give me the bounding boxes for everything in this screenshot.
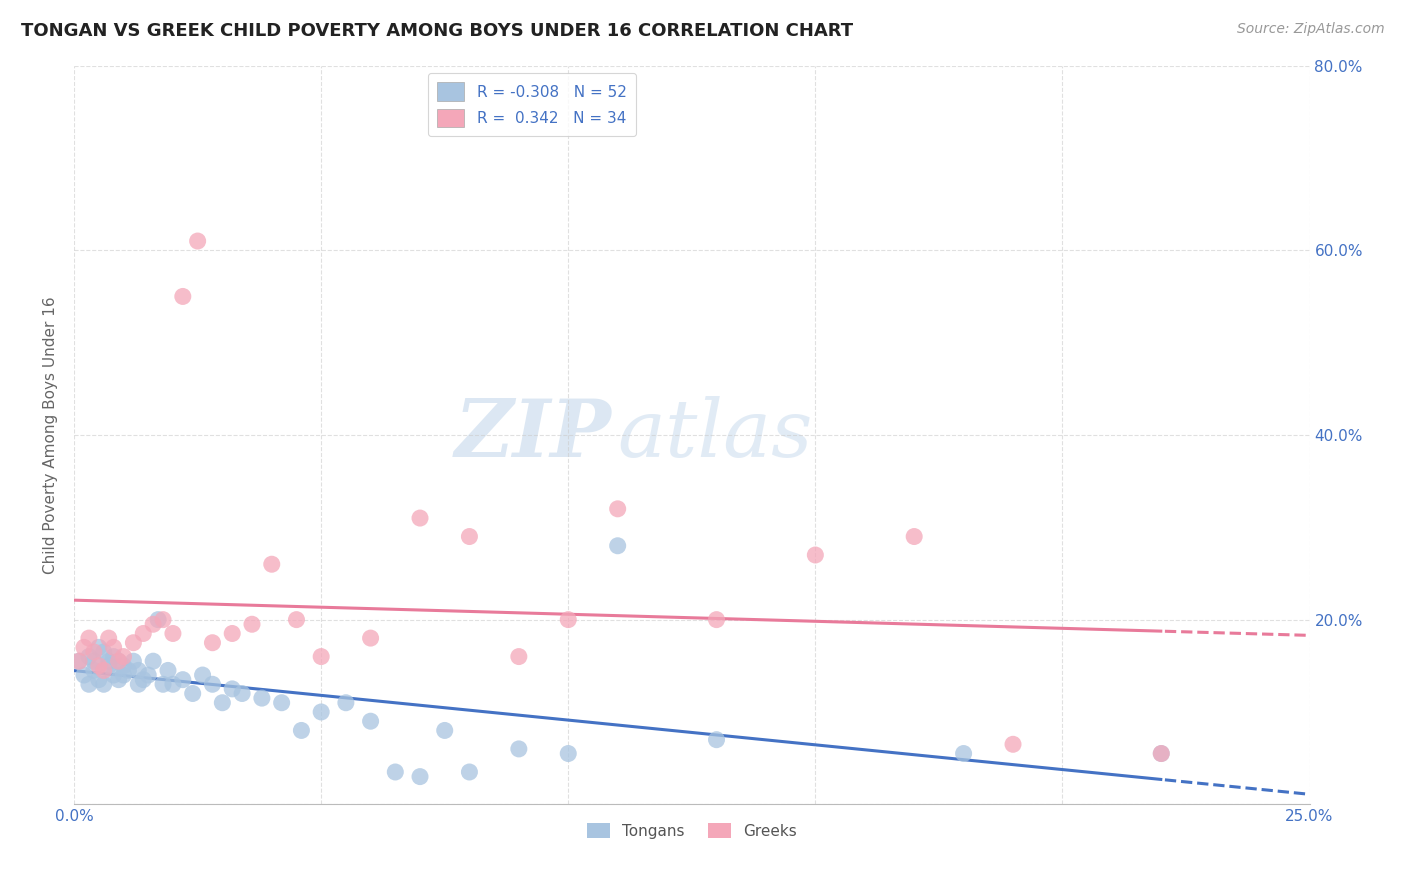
Point [706,613,728,627]
Point [309,649,332,664]
Point [221,626,243,640]
Point [201,677,224,691]
Point [103,640,125,655]
Point [384,764,406,779]
Point [107,654,129,668]
Point [903,529,925,543]
Point [458,529,481,543]
Point [557,747,579,761]
Point [181,686,204,700]
Point [270,696,292,710]
Text: TONGAN VS GREEK CHILD POVERTY AMONG BOYS UNDER 16 CORRELATION CHART: TONGAN VS GREEK CHILD POVERTY AMONG BOYS… [21,22,853,40]
Point [152,613,174,627]
Point [211,696,233,710]
Point [136,668,159,682]
Y-axis label: Child Poverty Among Boys Under 16: Child Poverty Among Boys Under 16 [44,296,58,574]
Point [231,686,253,700]
Point [1150,747,1173,761]
Point [132,626,155,640]
Point [172,673,194,687]
Point [77,631,100,645]
Point [67,654,90,668]
Point [162,626,184,640]
Point [112,649,135,664]
Point [172,289,194,303]
Point [83,645,105,659]
Point [191,668,214,682]
Point [103,668,125,682]
Point [87,673,110,687]
Point [87,640,110,655]
Point [606,501,628,516]
Point [73,640,96,655]
Point [409,511,432,525]
Point [117,664,139,678]
Point [152,677,174,691]
Point [142,654,165,668]
Point [93,677,115,691]
Point [67,654,90,668]
Point [107,673,129,687]
Point [508,649,530,664]
Point [285,613,308,627]
Legend: Tongans, Greeks: Tongans, Greeks [581,816,803,845]
Point [1001,737,1024,751]
Point [97,631,120,645]
Point [83,664,105,678]
Point [83,654,105,668]
Point [146,613,169,627]
Point [260,558,283,572]
Point [97,658,120,673]
Text: ZIP: ZIP [454,396,612,474]
Point [77,677,100,691]
Point [112,658,135,673]
Point [706,732,728,747]
Point [162,677,184,691]
Point [240,617,263,632]
Point [309,705,332,719]
Point [93,645,115,659]
Point [290,723,312,738]
Point [112,668,135,682]
Point [360,714,382,729]
Point [804,548,827,562]
Point [458,764,481,779]
Point [142,617,165,632]
Point [360,631,382,645]
Point [122,636,145,650]
Point [250,691,273,706]
Point [87,658,110,673]
Point [508,742,530,756]
Point [132,673,155,687]
Point [557,613,579,627]
Point [335,696,357,710]
Point [1150,747,1173,761]
Text: atlas: atlas [617,396,813,474]
Point [606,539,628,553]
Point [97,654,120,668]
Point [201,636,224,650]
Point [127,664,149,678]
Point [127,677,149,691]
Point [77,649,100,664]
Point [187,234,209,248]
Point [73,668,96,682]
Point [221,681,243,696]
Point [433,723,456,738]
Point [93,664,115,678]
Point [156,664,179,678]
Point [952,747,974,761]
Point [122,654,145,668]
Text: Source: ZipAtlas.com: Source: ZipAtlas.com [1237,22,1385,37]
Point [107,654,129,668]
Point [409,770,432,784]
Point [103,649,125,664]
